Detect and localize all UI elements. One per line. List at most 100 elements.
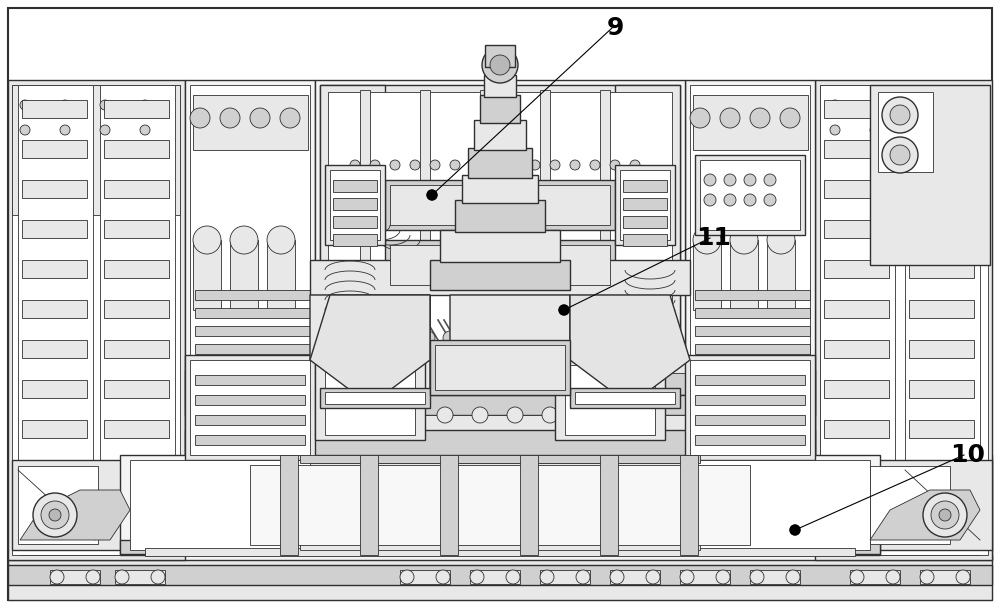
Circle shape [190, 108, 210, 128]
Bar [18, 466, 98, 544]
Bar [280, 455, 298, 555]
Polygon shape [450, 295, 570, 395]
Bar [193, 240, 221, 310]
Bar [555, 360, 665, 440]
Circle shape [350, 160, 360, 170]
Circle shape [490, 55, 510, 75]
Bar [905, 85, 980, 460]
Bar [600, 455, 618, 555]
Bar [474, 120, 526, 150]
Circle shape [610, 570, 624, 584]
Bar [685, 80, 815, 460]
Bar [620, 170, 670, 240]
Bar [440, 455, 458, 555]
Circle shape [630, 160, 640, 170]
Circle shape [151, 570, 165, 584]
Bar [615, 165, 675, 245]
Bar [685, 355, 815, 460]
Bar [120, 540, 880, 554]
Circle shape [612, 407, 628, 423]
Bar [435, 345, 565, 390]
Circle shape [531, 331, 545, 345]
Circle shape [750, 570, 764, 584]
Bar [330, 170, 380, 240]
Circle shape [882, 137, 918, 173]
Bar [300, 455, 700, 463]
Circle shape [490, 160, 500, 170]
Bar [850, 570, 900, 584]
Bar [328, 92, 672, 352]
Circle shape [910, 100, 920, 110]
Circle shape [427, 190, 437, 200]
Bar [430, 260, 570, 290]
Bar [767, 240, 795, 310]
Circle shape [882, 97, 918, 133]
Bar [22, 260, 87, 278]
Circle shape [115, 570, 129, 584]
Circle shape [931, 501, 959, 529]
Bar [824, 300, 889, 318]
Bar [195, 290, 310, 300]
Circle shape [250, 108, 270, 128]
Bar [195, 380, 310, 390]
Circle shape [939, 509, 951, 521]
Bar [145, 548, 855, 556]
Bar [909, 380, 974, 398]
Polygon shape [310, 295, 430, 395]
Circle shape [370, 160, 380, 170]
Bar [360, 455, 378, 555]
Circle shape [886, 570, 900, 584]
Bar [480, 90, 490, 355]
Bar [22, 220, 87, 238]
Bar [195, 326, 310, 336]
Bar [185, 395, 815, 415]
Bar [430, 340, 570, 395]
Bar [190, 360, 310, 455]
Bar [104, 180, 169, 198]
Bar [400, 570, 450, 584]
Circle shape [920, 570, 934, 584]
Circle shape [716, 570, 730, 584]
Bar [320, 388, 430, 408]
Circle shape [750, 108, 770, 128]
Bar [325, 392, 425, 404]
Bar [909, 100, 974, 118]
Circle shape [704, 174, 716, 186]
Bar [623, 180, 667, 192]
Circle shape [465, 331, 479, 345]
Bar [575, 392, 675, 404]
Circle shape [140, 100, 150, 110]
Bar [185, 455, 815, 463]
Bar [8, 455, 992, 560]
Bar [104, 380, 169, 398]
Bar [623, 198, 667, 210]
Circle shape [690, 108, 710, 128]
Bar [824, 180, 889, 198]
Bar [385, 240, 615, 290]
Circle shape [506, 570, 520, 584]
Bar [104, 220, 169, 238]
Bar [623, 234, 667, 246]
Bar [570, 388, 680, 408]
Circle shape [472, 407, 488, 423]
Circle shape [890, 105, 910, 125]
Circle shape [923, 493, 967, 537]
Polygon shape [20, 490, 130, 540]
Bar [185, 430, 815, 455]
Circle shape [730, 226, 758, 254]
Circle shape [427, 190, 437, 200]
Circle shape [786, 570, 800, 584]
Bar [750, 570, 800, 584]
Bar [565, 365, 655, 435]
Circle shape [482, 47, 518, 83]
Bar [468, 148, 532, 178]
Bar [623, 216, 667, 228]
Circle shape [553, 331, 567, 345]
Text: 10: 10 [950, 443, 986, 467]
Bar [909, 420, 974, 438]
Circle shape [421, 331, 435, 345]
Bar [870, 466, 950, 544]
Circle shape [610, 160, 620, 170]
Circle shape [764, 194, 776, 206]
Bar [22, 420, 87, 438]
